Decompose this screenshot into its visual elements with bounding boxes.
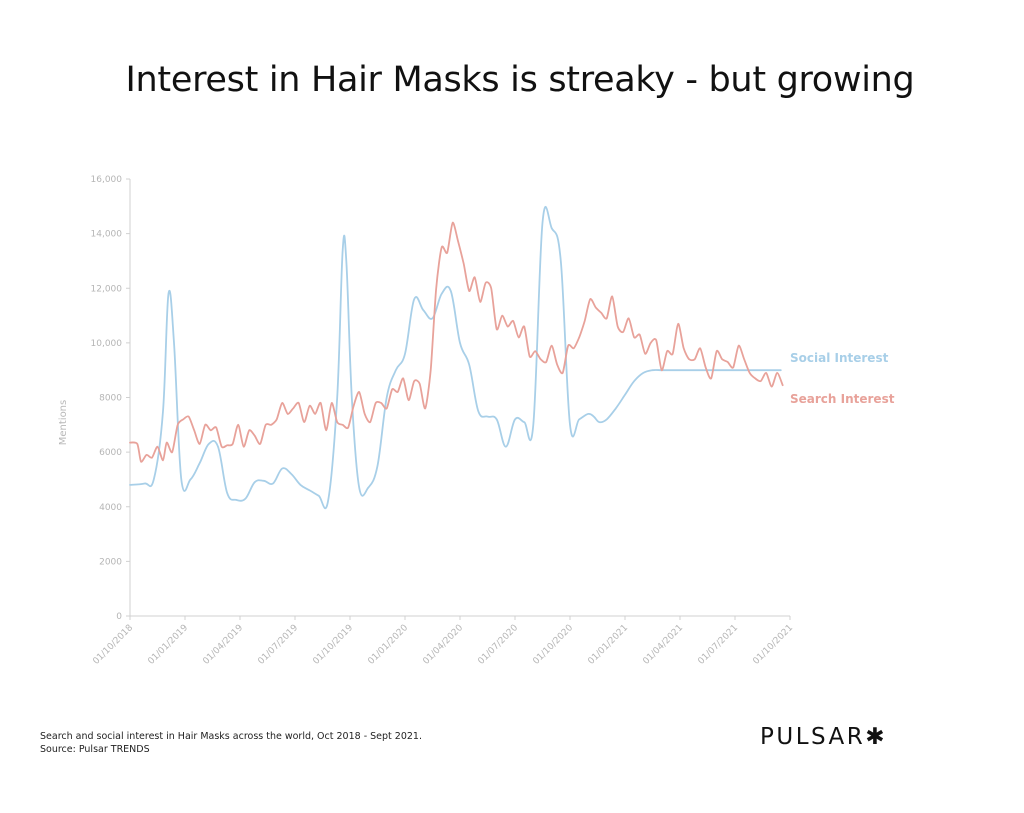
x-tick-label: 01/10/2018 xyxy=(91,623,135,667)
y-tick-label: 4000 xyxy=(99,503,122,513)
x-tick-label: 01/10/2020 xyxy=(531,623,575,667)
y-tick-label: 14,000 xyxy=(91,230,123,240)
pulsar-logo: PULSAR✱ xyxy=(760,724,888,750)
x-tick-label: 01/07/2019 xyxy=(256,623,300,667)
x-tick-label: 01/07/2021 xyxy=(696,623,740,667)
search-interest-line xyxy=(129,221,784,463)
x-tick-label: 01/04/2021 xyxy=(641,623,685,667)
chart-caption: Search and social interest in Hair Masks… xyxy=(40,730,422,756)
social-interest-label: Social Interest xyxy=(790,351,889,365)
x-tick-label: 01/01/2019 xyxy=(146,623,190,667)
chart-title: Interest in Hair Masks is streaky - but … xyxy=(125,60,915,100)
x-tick-label: 01/01/2020 xyxy=(366,623,410,667)
series-labels: Social Interest Search Interest xyxy=(790,351,895,406)
x-tick-label: 01/10/2021 xyxy=(751,623,795,667)
search-interest-label: Search Interest xyxy=(790,392,895,406)
series-lines xyxy=(129,205,784,510)
y-tick-label: 12,000 xyxy=(91,284,123,294)
y-tick-label: 2000 xyxy=(99,557,122,567)
social-interest-line xyxy=(129,205,782,510)
y-tick-label: 10,000 xyxy=(91,339,123,349)
x-tick-label: 01/01/2021 xyxy=(586,623,630,667)
x-tick-label: 01/07/2020 xyxy=(476,623,520,667)
x-tick-label: 01/10/2019 xyxy=(311,623,355,667)
y-tick-label: 6000 xyxy=(99,448,122,458)
x-tick-label: 01/04/2020 xyxy=(421,623,465,667)
y-tick-label: 8000 xyxy=(99,394,122,404)
y-tick-label: 0 xyxy=(116,612,122,622)
axes: 0 2000 4000 6000 8000 10,000 12,000 14,000 16,00… xyxy=(58,175,795,667)
caption-source: Source: Pulsar TRENDS xyxy=(40,744,150,755)
y-tick-label: 16,000 xyxy=(91,175,123,185)
y-axis-label: Mentions xyxy=(58,400,69,445)
caption-description: Search and social interest in Hair Masks… xyxy=(40,731,422,742)
x-tick-label: 01/04/2019 xyxy=(201,623,245,667)
